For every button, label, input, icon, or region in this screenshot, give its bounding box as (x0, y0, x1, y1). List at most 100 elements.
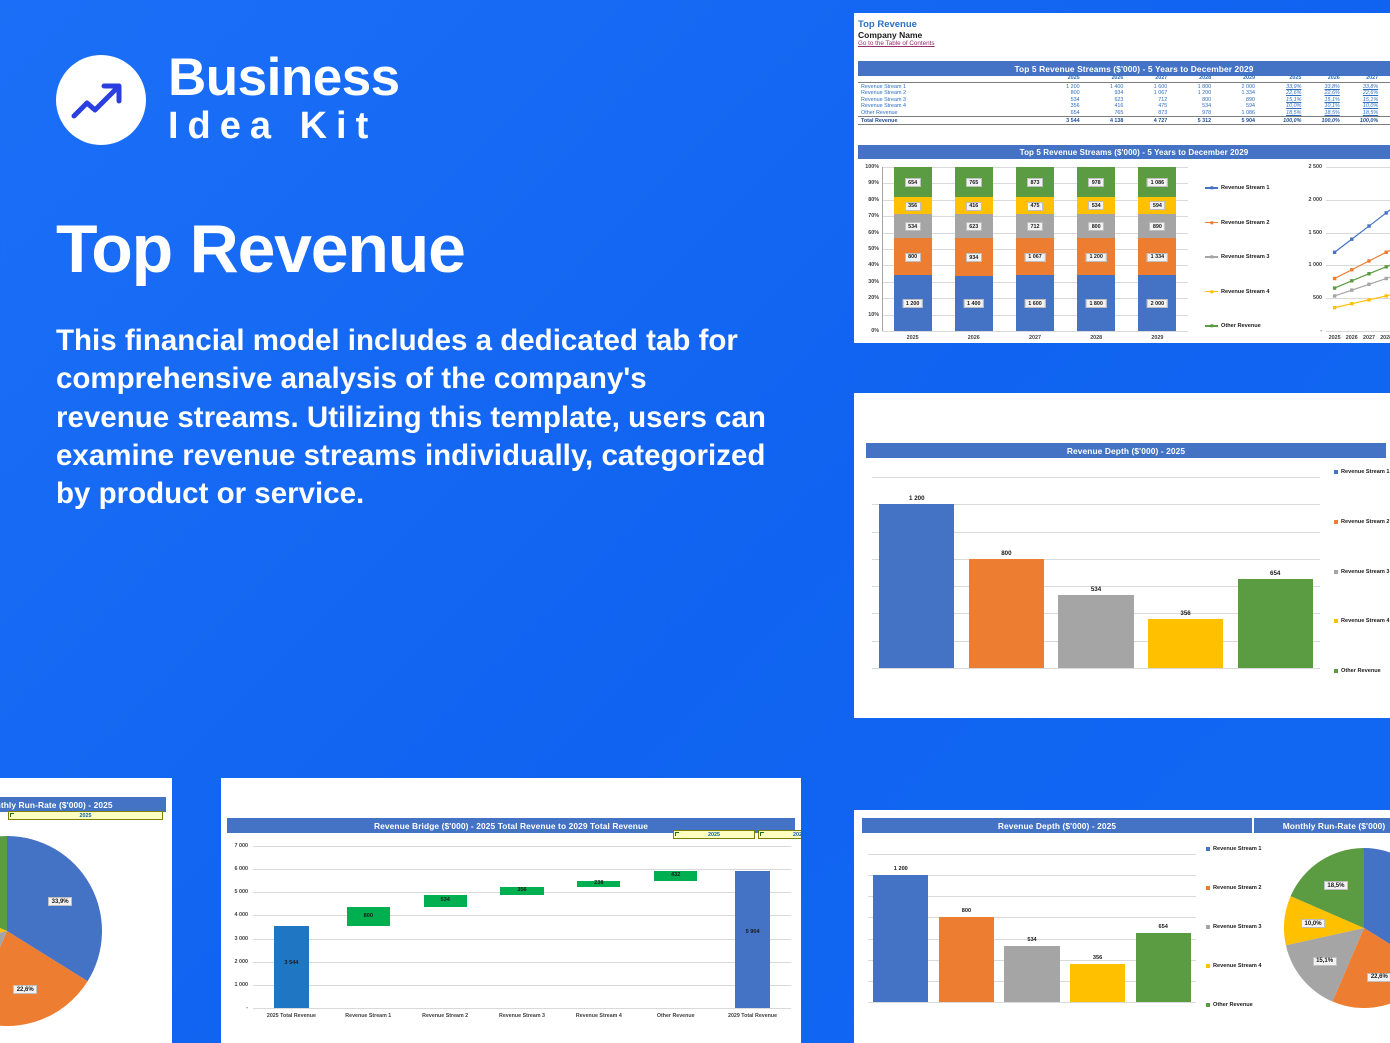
legend-line-marker (1205, 325, 1218, 327)
stack-value-label: 1 086 (1147, 178, 1168, 188)
table-year-header: 2026 (1088, 75, 1133, 84)
table-corner (1264, 75, 1272, 84)
gridline (868, 917, 1196, 919)
x-axis-tick: 2025 Total Revenue (266, 1013, 316, 1019)
chart-line-trend: - 500 1 000 1 500 2 000 2 500 2025 2026 2027 2028… (1302, 163, 1390, 343)
table-cell: 2 000 (1241, 83, 1256, 90)
bar (873, 875, 929, 1002)
x-axis-tick: Revenue Stream 2 (422, 1013, 469, 1019)
table-row: 18,5%18,5%18,5%18,4%18,4% (1264, 110, 1390, 117)
table-cell: 1 067 (1153, 90, 1168, 97)
legend-label: Revenue Stream 3 (1221, 254, 1270, 260)
stack-value-label: 800 (904, 252, 921, 262)
stack-value-label: 534 (904, 222, 921, 232)
waterfall-value-label: 356 (517, 886, 527, 893)
year-selector-left[interactable]: 2025 (8, 811, 163, 820)
gridline (872, 504, 1320, 506)
gridline (868, 1002, 1196, 1003)
x-axis-tick: Revenue Stream 3 (499, 1013, 545, 1019)
toc-link[interactable]: Go to the Table of Contents (858, 40, 935, 47)
card-monthly-run-rate-left: Monthly Run-Rate ($'000) - 2025 2025 33,… (0, 778, 172, 1043)
legend-line-marker (1205, 221, 1218, 224)
x-axis-tick: Revenue Stream 1 (345, 1013, 392, 1019)
stack-value-label: 623 (965, 222, 982, 232)
gridline (868, 896, 1196, 898)
table-total-row: Total Revenue 3 544 4 138 4 727 5 312 5 904 (858, 116, 1264, 125)
x-axis-tick: Other Revenue (656, 1013, 695, 1019)
bar (1135, 932, 1191, 1002)
table-total-cell: 100,0% (1348, 116, 1388, 125)
table-cell: 1 086 (1241, 109, 1256, 116)
bar-value-label: 1 200 (909, 495, 925, 503)
legend-label: Revenue Stream 2 (1221, 219, 1270, 226)
table-row-label (1264, 90, 1272, 97)
legend-swatch (1334, 569, 1338, 574)
banner-revenue-streams-chart: Top 5 Revenue Streams ($'000) - 5 Years … (858, 145, 1390, 159)
bar-value-label: 654 (1158, 923, 1168, 930)
legend-label: Revenue Stream 1 (1221, 185, 1270, 191)
table-cell: 1 200 (1066, 83, 1080, 90)
legend-item: Revenue Stream 1 (1205, 185, 1270, 191)
y-axis-tick: 2 500 (1308, 164, 1323, 170)
table-row-label (1264, 96, 1272, 103)
x-axis-tick: 2026 (967, 335, 980, 341)
card-revenue-depth: Revenue Depth ($'000) - 2025 1 200 800 534… (854, 393, 1390, 718)
bar-value-label: 534 (1027, 936, 1037, 943)
table-total-label: Total Revenue (858, 116, 1045, 125)
table-year-header: 2025 (1272, 75, 1311, 84)
table-cell: 1 200 (1197, 90, 1212, 97)
growth-arrow-circle-icon (56, 54, 146, 145)
gridline (1326, 265, 1390, 267)
table-cell: 873 (1158, 109, 1168, 116)
legend-swatch (1334, 669, 1338, 673)
table-row-label (1264, 83, 1272, 90)
table-corner (858, 75, 1045, 84)
card-top-revenue-streams: Top Revenue Company Name Go to the Table… (854, 13, 1390, 343)
waterfall-total-bar (734, 871, 771, 1008)
legend-swatch (1334, 470, 1338, 474)
x-axis-tick: 2029 Total Revenue (728, 1013, 778, 1019)
legend-label: Other Revenue (1221, 323, 1261, 329)
y-axis-tick: 6 000 (234, 866, 249, 873)
table-cell: 800 (1070, 90, 1080, 97)
y-axis-tick: 1 500 (1308, 229, 1323, 236)
table-cell: 475 (1158, 103, 1168, 110)
legend-item: Revenue Stream 2 (1206, 885, 1262, 891)
legend-item: Revenue Stream 4 (1334, 618, 1390, 624)
table-cell: 934 (1114, 90, 1124, 97)
legend-line-marker (1205, 290, 1218, 293)
table-total-cell: 5 904 (1220, 116, 1264, 125)
table-year-header: 2028 (1176, 75, 1221, 84)
table-cell: 800 (1202, 96, 1212, 103)
pie-data-label: 18,5% (1323, 881, 1348, 891)
pie-svg (0, 836, 102, 1026)
gridline (872, 558, 1320, 560)
pie-data-label: 22,6% (1367, 972, 1390, 982)
legend-label: Revenue Stream 1 (1213, 846, 1262, 852)
x-axis-tick: Revenue Stream 4 (575, 1013, 622, 1019)
waterfall-value-label: 238 (594, 880, 604, 887)
table-row-label: Revenue Stream 2 (861, 90, 906, 97)
legend-label: Revenue Stream 2 (1341, 518, 1390, 525)
pie-data-label: 10,0% (1301, 919, 1326, 929)
banner-revenue-depth: Revenue Depth ($'000) - 2025 (866, 443, 1386, 458)
legend-item: Revenue Stream 1 (1206, 846, 1262, 852)
x-axis-tick: 2027 (1029, 335, 1041, 341)
bridge-to-year-selector[interactable]: 2029 (758, 830, 801, 839)
bar (1237, 578, 1313, 668)
y-axis-line (882, 167, 883, 331)
gridline (868, 854, 1196, 855)
y-axis-tick: - (1320, 328, 1322, 334)
bar-value-label: 534 (1090, 586, 1102, 594)
gridline (253, 961, 791, 963)
table-cell: 594 (1246, 103, 1255, 110)
bridge-from-year-selector[interactable]: 2025 (673, 830, 755, 839)
table-cell: 18,5% (1362, 109, 1379, 116)
gridline (872, 477, 1320, 478)
stack-value-label: 1 067 (1024, 252, 1046, 262)
gridline (1326, 199, 1390, 201)
gridline (1326, 167, 1390, 168)
legend-item: Revenue Stream 3 (1334, 569, 1390, 575)
